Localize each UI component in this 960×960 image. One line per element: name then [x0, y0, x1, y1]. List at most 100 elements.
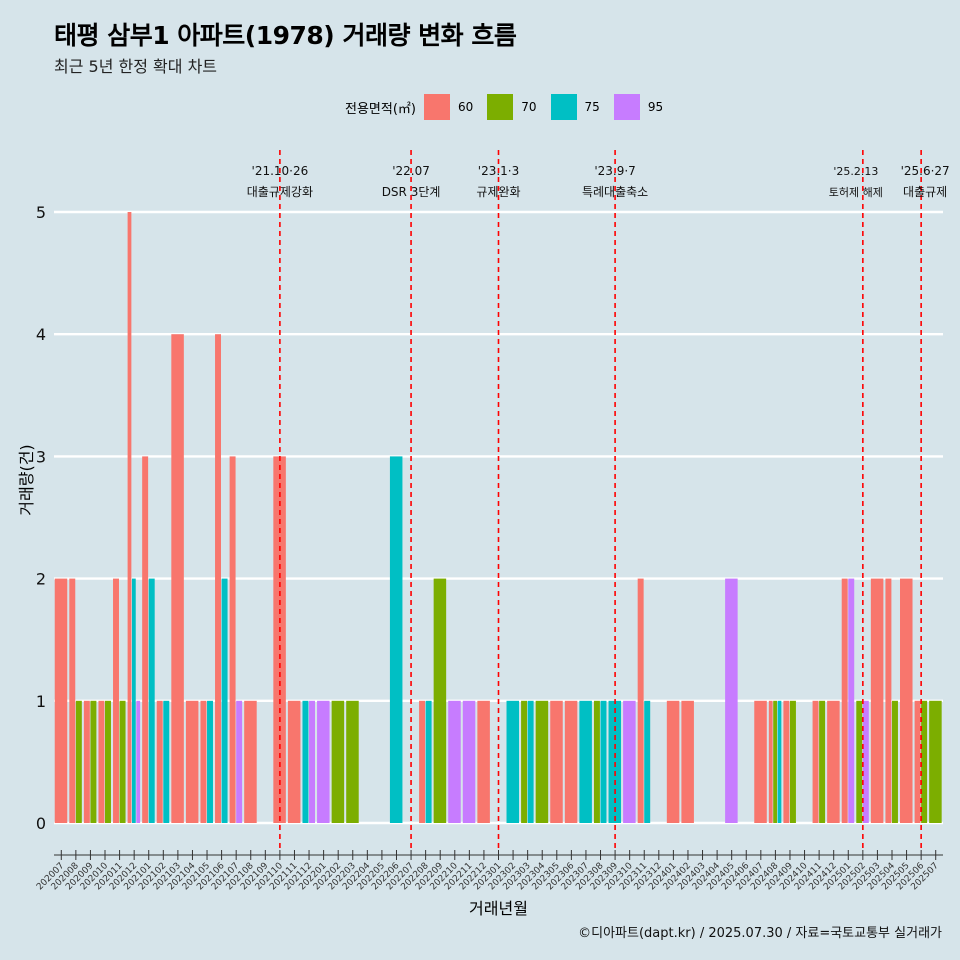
y-tick-label: 1: [36, 692, 46, 711]
bar-202201-95: [317, 700, 330, 823]
bar-202506-70: [921, 700, 928, 823]
bar-202105-60: [200, 700, 207, 823]
bar-202106-60: [215, 334, 221, 823]
bar-202303-75: [527, 700, 534, 823]
bar-202012-75: [131, 578, 136, 823]
bar-202010-60: [98, 700, 105, 823]
bar-202103-60: [171, 334, 184, 823]
event-label: 토허제 해제: [829, 185, 883, 199]
bar-202409-70: [789, 700, 796, 823]
bar-202411-70: [819, 700, 826, 823]
bar-202011-60: [113, 578, 119, 823]
bar-202305-60: [550, 700, 563, 823]
bar-202101-75: [148, 578, 155, 823]
y-tick-label: 3: [36, 447, 46, 466]
bar-202111-60: [287, 700, 301, 823]
bar-202304-70: [535, 700, 549, 823]
bar-202502-95: [862, 700, 869, 823]
bar-202501-60: [841, 578, 848, 823]
bar-202408-70: [773, 700, 777, 823]
bar-202106-75: [221, 578, 228, 823]
y-tick-label: 2: [36, 570, 46, 589]
event-label: '25.6·27: [901, 164, 950, 178]
bar-202411-60: [812, 700, 819, 823]
bar-202012-95: [136, 700, 141, 823]
bar-202112-75: [302, 700, 309, 823]
event-label: '23.9·7: [594, 164, 635, 178]
event-label: '22.07: [392, 164, 430, 178]
event-label: DSR 3단계: [382, 185, 441, 199]
bar-202308-70: [593, 700, 600, 823]
bar-202212-60: [477, 700, 490, 823]
event-label: 대출규제강화: [247, 185, 313, 199]
bar-202407-60: [754, 700, 767, 823]
event-label: '25.2.13: [833, 165, 878, 178]
bar-202203-70: [346, 700, 359, 823]
legend-label-95: 95: [647, 100, 664, 114]
bar-202007-60: [54, 578, 68, 823]
bar-202105-75: [207, 700, 213, 823]
legend-key-75: [550, 94, 577, 120]
bar-202101-60: [142, 456, 149, 823]
bar-202501-95: [848, 578, 855, 823]
legend-label-70: 70: [521, 100, 537, 114]
bar-202010-70: [105, 700, 111, 823]
bar-202009-60: [83, 700, 90, 823]
bar-202209-70: [433, 578, 447, 823]
event-label: 특례대출축소: [582, 185, 648, 199]
bar-202504-70: [891, 700, 898, 823]
bar-202112-95: [309, 700, 315, 823]
bar-202108-60: [244, 700, 257, 823]
bar-202507-70: [929, 700, 942, 823]
bar-202303-70: [521, 700, 528, 823]
event-label: '21.10·26: [252, 164, 309, 178]
chart-subtitle: 최근 5년 한정 확대 차트: [54, 57, 218, 76]
bar-202107-60: [229, 456, 236, 823]
bar-202104-60: [185, 700, 199, 823]
bar-202502-70: [856, 700, 863, 823]
bar-202412-60: [827, 700, 840, 823]
bar-202311-60: [637, 578, 644, 823]
legend-label-60: 60: [457, 100, 474, 114]
bar-202208-60: [419, 700, 426, 823]
bar-202409-60: [783, 700, 790, 823]
source-caption: ©디아파트(dapt.kr) / 2025.07.30 / 자료=국토교통부 실…: [578, 926, 942, 941]
bar-202311-75: [644, 700, 651, 823]
bar-202012-60: [127, 212, 132, 823]
y-tick-label: 4: [36, 325, 46, 344]
y-axis-title: 거래량(건): [17, 444, 36, 515]
bar-202102-60: [156, 700, 163, 823]
y-tick-label: 5: [36, 203, 46, 222]
legend-key-60: [423, 94, 450, 120]
bar-202306-60: [564, 700, 578, 823]
bar-202008-70: [75, 700, 82, 823]
bar-202208-75: [425, 700, 432, 823]
bar-202310-95: [623, 700, 636, 823]
bar-202008-60: [69, 578, 76, 823]
legend-label-75: 75: [584, 100, 600, 114]
bar-202206-75: [389, 456, 403, 823]
chart-title: 태평 삼부1 아파트(1978) 거래량 변화 흐름: [54, 21, 517, 50]
legend-key-70: [487, 94, 514, 120]
bar-202307-75: [579, 700, 592, 823]
bar-202210-95: [448, 700, 461, 823]
bar-202408-60: [768, 700, 773, 823]
bar-202011-70: [119, 700, 126, 823]
event-label: 대출규제: [903, 185, 947, 199]
bar-202102-75: [163, 700, 170, 823]
bar-202107-95: [236, 700, 243, 823]
event-label: '23.1·3: [478, 164, 519, 178]
bar-202211-95: [462, 700, 476, 823]
event-label: 규제완화: [476, 185, 520, 199]
bar-202506-60: [914, 700, 921, 823]
bar-202408-75: [777, 700, 782, 823]
bar-202401-60: [666, 700, 680, 823]
bar-202405-95: [725, 578, 738, 823]
bar-202309-75: [608, 700, 622, 823]
y-tick-label: 0: [36, 814, 46, 833]
bar-202505-60: [900, 578, 913, 823]
legend: 전용면적(㎡) 60 70 75 95: [345, 93, 677, 121]
bar-202503-60: [870, 578, 884, 823]
bar-202402-60: [681, 700, 694, 823]
